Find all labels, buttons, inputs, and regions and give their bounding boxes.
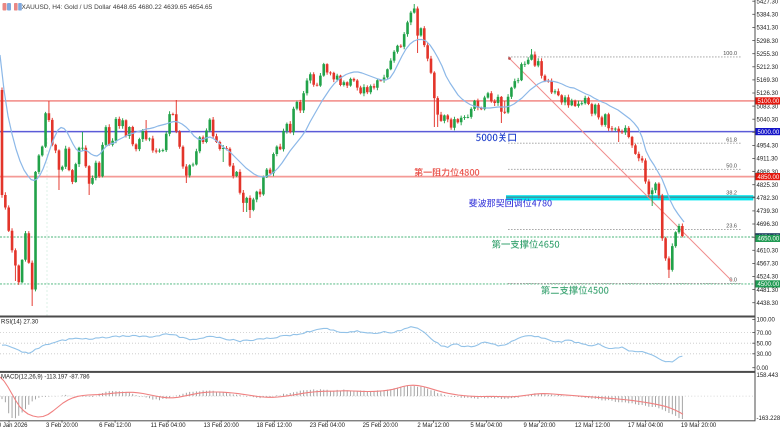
svg-text:25 Feb 20:00: 25 Feb 20:00 <box>363 423 399 429</box>
svg-text:50.00: 50.00 <box>757 341 773 347</box>
svg-text:4954.30: 4954.30 <box>757 144 779 150</box>
svg-text:4825.30: 4825.30 <box>757 183 779 189</box>
svg-text:5 Mar 04:00: 5 Mar 04:00 <box>470 423 503 429</box>
svg-text:6 Feb 12:00: 6 Feb 12:00 <box>99 423 132 429</box>
svg-text:5169.30: 5169.30 <box>757 78 779 84</box>
svg-text:4739.30: 4739.30 <box>757 209 779 215</box>
svg-text:MACD(12,26,9) -113.197 -87.786: MACD(12,26,9) -113.197 -87.786 <box>1 375 90 381</box>
svg-text:4696.30: 4696.30 <box>757 222 779 228</box>
svg-text:5255.30: 5255.30 <box>757 52 779 58</box>
svg-text:100.00: 100.00 <box>757 318 776 324</box>
svg-text:70.00: 70.00 <box>757 331 773 337</box>
svg-text:RSI(14) 27.30: RSI(14) 27.30 <box>1 320 39 326</box>
svg-text:3 Feb 20:00: 3 Feb 20:00 <box>46 423 79 429</box>
svg-text:0.0: 0.0 <box>729 278 737 284</box>
svg-text:30 Jan 2026: 30 Jan 2026 <box>0 423 28 429</box>
svg-text:4850.00: 4850.00 <box>758 175 780 181</box>
svg-text:4500.00: 4500.00 <box>758 282 780 288</box>
svg-text:13 Feb 20:00: 13 Feb 20:00 <box>204 423 240 429</box>
svg-text:11 Feb 04:00: 11 Feb 04:00 <box>151 423 187 429</box>
svg-text:5083.30: 5083.30 <box>757 104 779 110</box>
svg-text:9 Mar 20:00: 9 Mar 20:00 <box>523 423 556 429</box>
svg-text:5000.00: 5000.00 <box>758 130 780 136</box>
svg-text:-163.228: -163.228 <box>757 416 780 422</box>
svg-text:5040.30: 5040.30 <box>757 117 779 123</box>
svg-text:4782.30: 4782.30 <box>757 196 779 202</box>
svg-text:5100.00: 5100.00 <box>758 99 780 105</box>
svg-text:23 Feb 04:00: 23 Feb 04:00 <box>310 423 346 429</box>
svg-text:18 Feb 12:00: 18 Feb 12:00 <box>257 423 293 429</box>
svg-text:4567.30: 4567.30 <box>757 262 779 268</box>
svg-text:5384.30: 5384.30 <box>757 13 779 19</box>
svg-text:50.0: 50.0 <box>726 164 737 170</box>
svg-text:4481.30: 4481.30 <box>757 288 779 294</box>
svg-text:2 Mar 12:00: 2 Mar 12:00 <box>417 423 450 429</box>
svg-text:100.0: 100.0 <box>723 51 737 57</box>
svg-text:4650.00: 4650.00 <box>758 237 780 243</box>
svg-text:4524.30: 4524.30 <box>757 275 779 281</box>
svg-text:30.00: 30.00 <box>757 352 773 358</box>
svg-text:17 Mar 04:00: 17 Mar 04:00 <box>628 423 664 429</box>
svg-text:12 Mar 12:00: 12 Mar 12:00 <box>575 423 611 429</box>
svg-text:5212.30: 5212.30 <box>757 65 779 71</box>
svg-text:5298.30: 5298.30 <box>757 39 779 45</box>
svg-text:4438.30: 4438.30 <box>757 301 779 307</box>
svg-text:19 Mar 20:00: 19 Mar 20:00 <box>681 423 717 429</box>
svg-text:5341.30: 5341.30 <box>757 26 779 32</box>
svg-text:0.00: 0.00 <box>757 366 769 372</box>
svg-text:4610.30: 4610.30 <box>757 249 779 255</box>
svg-text:XAUUSD, H4: Gold / US Dollar: XAUUSD, H4: Gold / US Dollar 4648.65 468… <box>22 4 213 11</box>
svg-text:38.2: 38.2 <box>726 191 737 197</box>
svg-text:4911.30: 4911.30 <box>757 157 779 163</box>
svg-text:5126.30: 5126.30 <box>757 91 779 97</box>
svg-text:4868.30: 4868.30 <box>757 170 779 176</box>
svg-text:23.6: 23.6 <box>726 224 737 230</box>
svg-text:5427.30: 5427.30 <box>757 0 779 5</box>
svg-text:158.443: 158.443 <box>757 373 779 379</box>
svg-text:61.8: 61.8 <box>726 137 737 143</box>
